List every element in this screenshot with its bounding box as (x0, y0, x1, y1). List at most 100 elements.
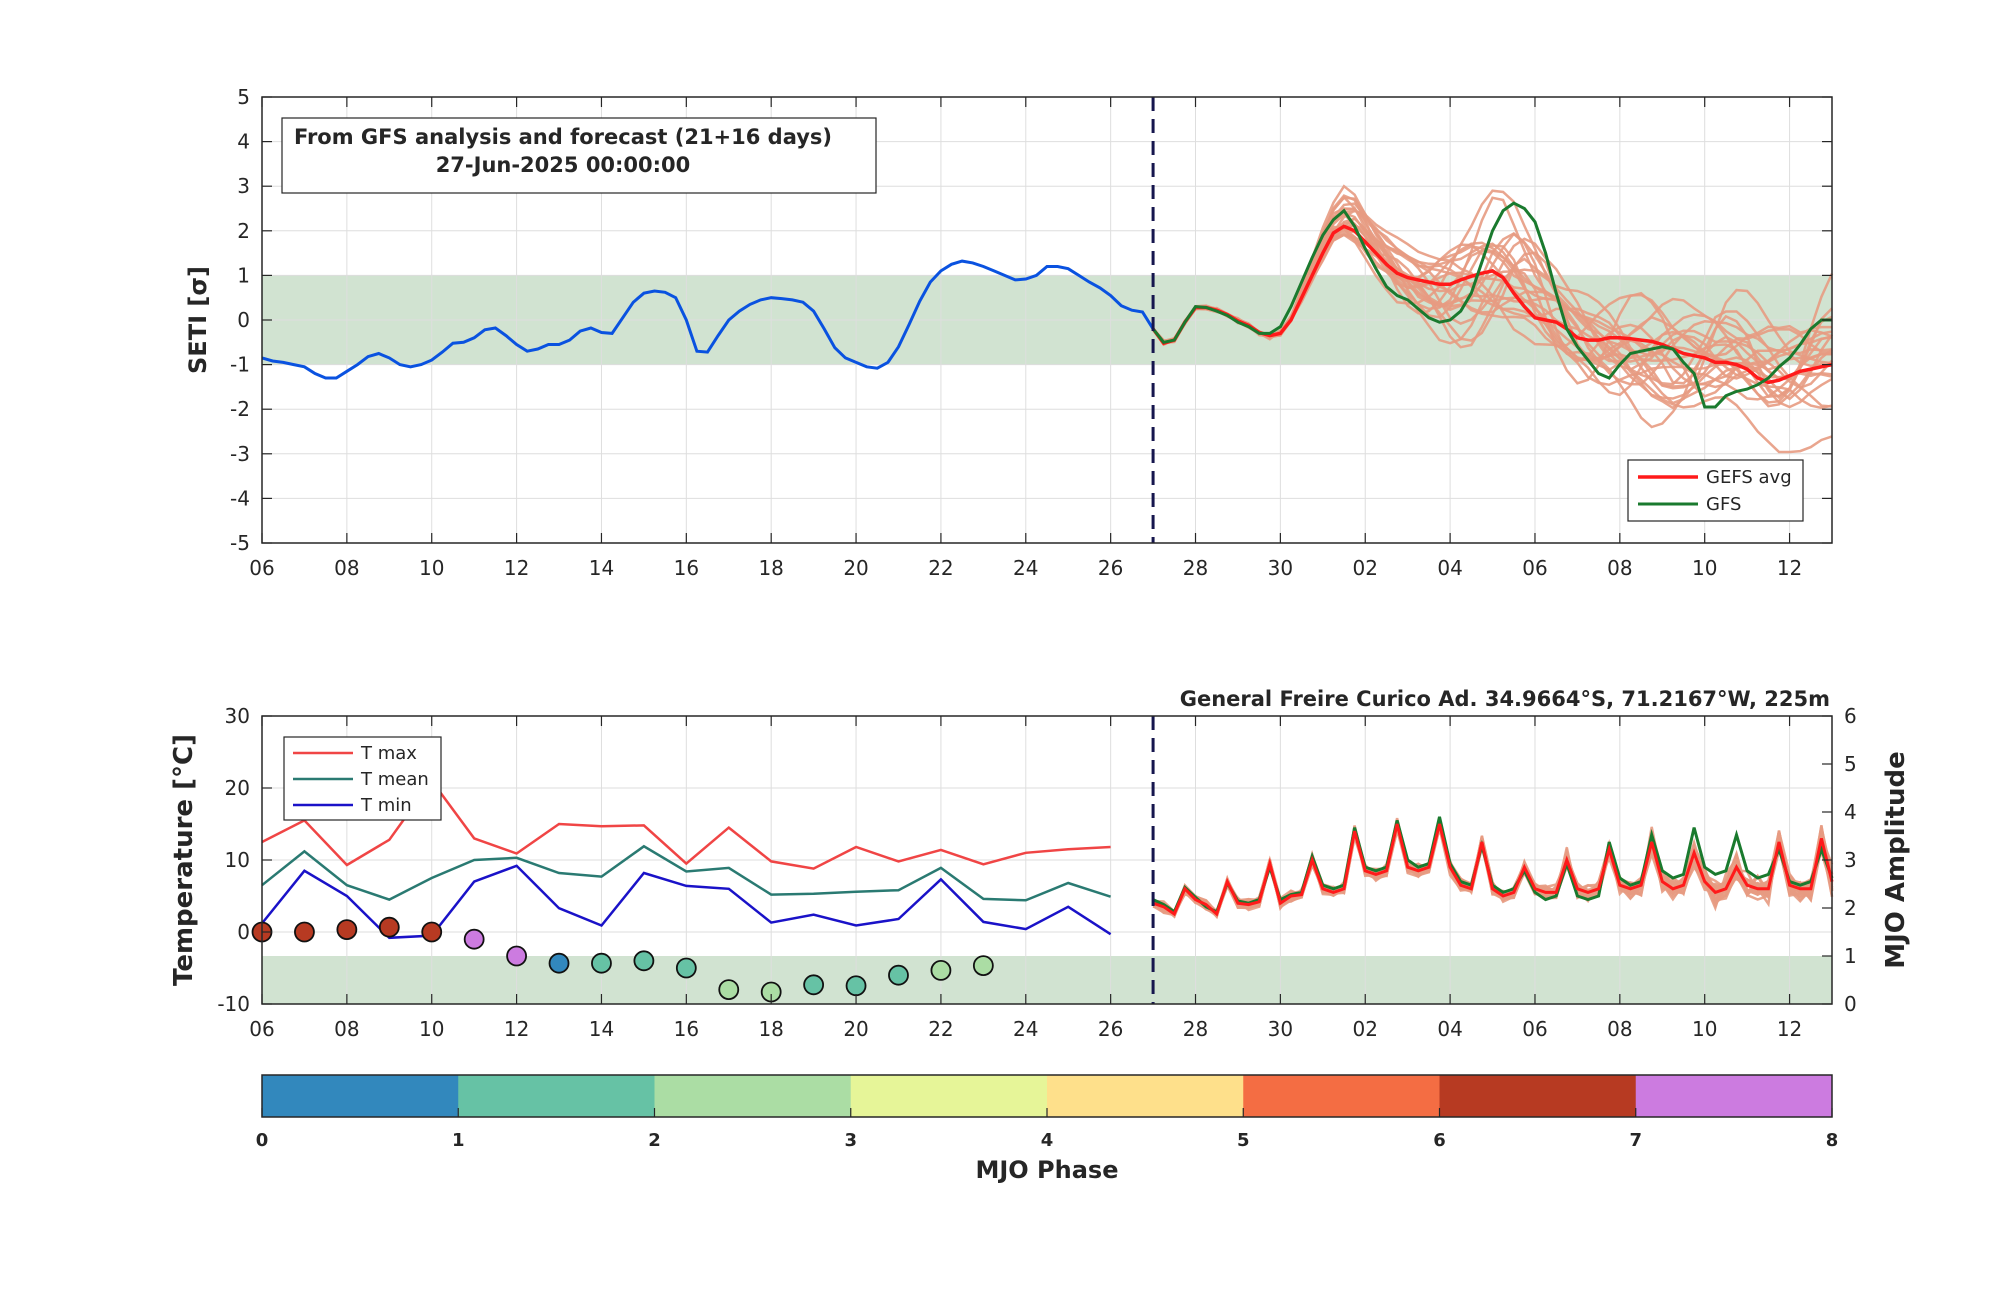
seti-gfs-line (1151, 201, 1832, 409)
colorbar-segment (458, 1075, 655, 1117)
colorbar-tick-label: 6 (1433, 1130, 1446, 1151)
temperature-gefs-avg-line (1152, 823, 1834, 917)
mjo-point (336, 919, 358, 940)
top-xtick-label: 06 (249, 556, 274, 580)
colorbar-ticks: 0 1 2 3 4 5 6 7 8 (256, 1108, 1839, 1151)
mjo-point (972, 955, 994, 976)
legend-gefs-label: GEFS avg (1706, 467, 1792, 488)
colorbar-tick-label: 7 (1629, 1130, 1642, 1151)
top-xtick-label: 16 (674, 556, 699, 580)
top-xtick-label: 08 (1607, 556, 1632, 580)
bot-ytick-label: 30 (225, 704, 250, 728)
top-ytick-label: -5 (230, 531, 250, 555)
top-ytick-label: -1 (230, 353, 250, 377)
temperature-y-ticks: 30 20 10 0 -10 (217, 704, 272, 1016)
temperature-gfs-line (1152, 816, 1834, 915)
colorbar-segment (1047, 1075, 1244, 1117)
colorbar-segment (1243, 1075, 1440, 1117)
top-ytick-label: -3 (230, 442, 250, 466)
mjo-amplitude-tick-label: 4 (1844, 800, 1857, 824)
bot-xtick-label: 18 (758, 1017, 783, 1041)
bot-ytick-label: 0 (237, 920, 250, 944)
top-ytick-label: 3 (237, 174, 250, 198)
mjo-point (421, 921, 443, 943)
mjo-point (675, 957, 697, 979)
bot-ytick-label: 20 (225, 776, 250, 800)
mjo-point (803, 974, 825, 996)
seti-analysis-line (261, 259, 1155, 380)
legend-tmax-label: T max (360, 743, 417, 764)
mjo-amplitude-tick-label: 2 (1844, 896, 1857, 920)
top-xtick-label: 12 (1777, 556, 1802, 580)
top-ytick-label: 0 (237, 308, 250, 332)
top-xtick-label: 12 (504, 556, 529, 580)
colorbar-segment (654, 1075, 852, 1117)
legend-tmin-label: T min (360, 795, 412, 816)
annotation-box (281, 117, 877, 194)
mjo-point (718, 979, 740, 1000)
bot-xtick-label: 12 (1777, 1017, 1802, 1041)
annotation-line-1: From GFS analysis and forecast (21+16 da… (294, 125, 832, 149)
mjo-amplitude-tick-label: 6 (1844, 704, 1857, 728)
mjo-point (633, 950, 655, 972)
station-title: General Freire Curico Ad. 34.9664°S, 71.… (1180, 687, 1830, 711)
temperature-x-ticks: 06 08 10 12 14 16 18 20 22 24 26 28 30 02 04 06 08 10 12 (249, 716, 1802, 1041)
colorbar-tick-label: 2 (648, 1130, 661, 1151)
seti-y-label: SETI [σ] (184, 266, 212, 374)
legend-tmean-label: T mean (360, 769, 429, 790)
seti-y-ticks: 5 4 3 2 1 0 -1 -2 -3 -4 -5 (230, 85, 1832, 555)
bot-xtick-label: 28 (1183, 1017, 1208, 1041)
mjo-phase-colorbar: 0 1 2 3 4 5 6 7 8 MJO Phase (256, 1074, 1839, 1184)
bot-xtick-label: 12 (504, 1017, 529, 1041)
colorbar-tick-label: 3 (844, 1130, 857, 1151)
mjo-amplitude-ticks: 6 5 4 3 2 1 0 (1822, 704, 1857, 1016)
mjo-point (463, 928, 485, 950)
top-xtick-label: 30 (1268, 556, 1293, 580)
bot-xtick-label: 16 (674, 1017, 699, 1041)
bot-xtick-label: 06 (1522, 1017, 1547, 1041)
bot-xtick-label: 30 (1268, 1017, 1293, 1041)
mjo-amplitude-band (262, 956, 1832, 1004)
colorbar-tick-label: 8 (1826, 1130, 1839, 1151)
tmin-line (261, 864, 1112, 940)
bot-xtick-label: 08 (334, 1017, 359, 1041)
mjo-point (845, 975, 867, 997)
colorbar-segments (262, 1075, 1833, 1117)
bot-xtick-label: 10 (1692, 1017, 1717, 1041)
colorbar-segment (850, 1075, 1048, 1117)
mjo-amplitude-tick-label: 1 (1844, 944, 1857, 968)
mjo-amplitude-tick-label: 0 (1844, 992, 1857, 1016)
top-xtick-label: 28 (1183, 556, 1208, 580)
top-xtick-label: 06 (1522, 556, 1547, 580)
annotation-line-2: 27-Jun-2025 00:00:00 (436, 153, 691, 177)
bot-xtick-label: 06 (249, 1017, 274, 1041)
top-xtick-label: 20 (843, 556, 868, 580)
mjo-amplitude-label: MJO Amplitude (1881, 751, 1911, 969)
bot-xtick-label: 10 (419, 1017, 444, 1041)
colorbar-tick-label: 4 (1041, 1130, 1054, 1151)
top-xtick-label: 08 (334, 556, 359, 580)
bot-ytick-label: -10 (217, 992, 250, 1016)
top-xtick-label: 10 (1692, 556, 1717, 580)
top-xtick-label: 18 (758, 556, 783, 580)
bot-xtick-label: 24 (1013, 1017, 1038, 1041)
bot-xtick-label: 14 (589, 1017, 614, 1041)
top-ytick-label: 5 (237, 85, 250, 109)
colorbar-segment (1635, 1075, 1833, 1117)
mjo-amplitude-tick-label: 3 (1844, 848, 1857, 872)
top-xtick-label: 02 (1353, 556, 1378, 580)
seti-x-ticks: 06 08 10 12 14 16 18 20 22 24 26 28 30 02 04 06 08 10 12 (249, 97, 1802, 580)
top-xtick-label: 14 (589, 556, 614, 580)
colorbar-label: MJO Phase (975, 1156, 1118, 1184)
top-ytick-label: 4 (237, 130, 250, 154)
top-xtick-label: 10 (419, 556, 444, 580)
mjo-amplitude-tick-label: 5 (1844, 752, 1857, 776)
bot-xtick-label: 22 (928, 1017, 953, 1041)
colorbar-tick-label: 5 (1237, 1130, 1250, 1151)
seti-legend-box (1627, 459, 1804, 522)
top-xtick-label: 26 (1098, 556, 1123, 580)
temperature-y-label: Temperature [°C] (169, 734, 199, 986)
mjo-points (251, 916, 994, 1003)
colorbar-tick-label: 0 (256, 1130, 269, 1151)
